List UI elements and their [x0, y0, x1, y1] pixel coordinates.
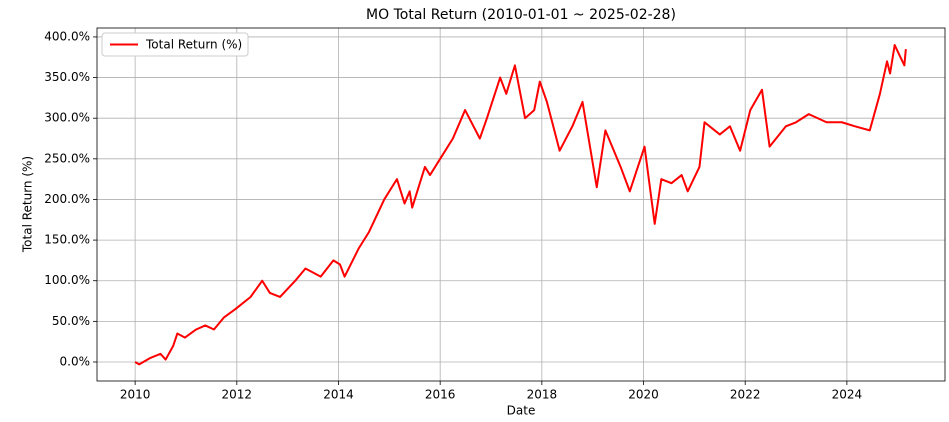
x-tick-label: 2016 — [425, 388, 456, 402]
x-tick-label: 2014 — [323, 388, 354, 402]
y-axis-label: Total Return (%) — [21, 156, 35, 253]
y-tick-label: 250.0% — [44, 151, 90, 165]
x-tick-label: 2010 — [120, 388, 151, 402]
y-tick-label: 100.0% — [44, 273, 90, 287]
chart-title: MO Total Return (2010-01-01 ~ 2025-02-28… — [366, 7, 676, 23]
y-tick-label: 0.0% — [60, 354, 91, 368]
x-axis-label: Date — [507, 404, 536, 418]
x-tick-label: 2024 — [832, 388, 863, 402]
legend-label: Total Return (%) — [145, 38, 242, 52]
y-tick-label: 400.0% — [44, 29, 90, 43]
x-tick-label: 2012 — [222, 388, 253, 402]
y-tick-label: 300.0% — [44, 111, 90, 125]
plot-frame — [96, 27, 946, 382]
x-tick-label: 2022 — [730, 388, 761, 402]
x-tick-label: 2018 — [527, 388, 558, 402]
x-tick-label: 2020 — [628, 388, 659, 402]
y-tick-label: 50.0% — [52, 314, 90, 328]
y-tick-label: 150.0% — [44, 233, 90, 247]
y-tick-label: 200.0% — [44, 192, 90, 206]
y-tick-label: 350.0% — [44, 70, 90, 84]
legend-box — [101, 32, 249, 57]
line — [134, 44, 907, 366]
